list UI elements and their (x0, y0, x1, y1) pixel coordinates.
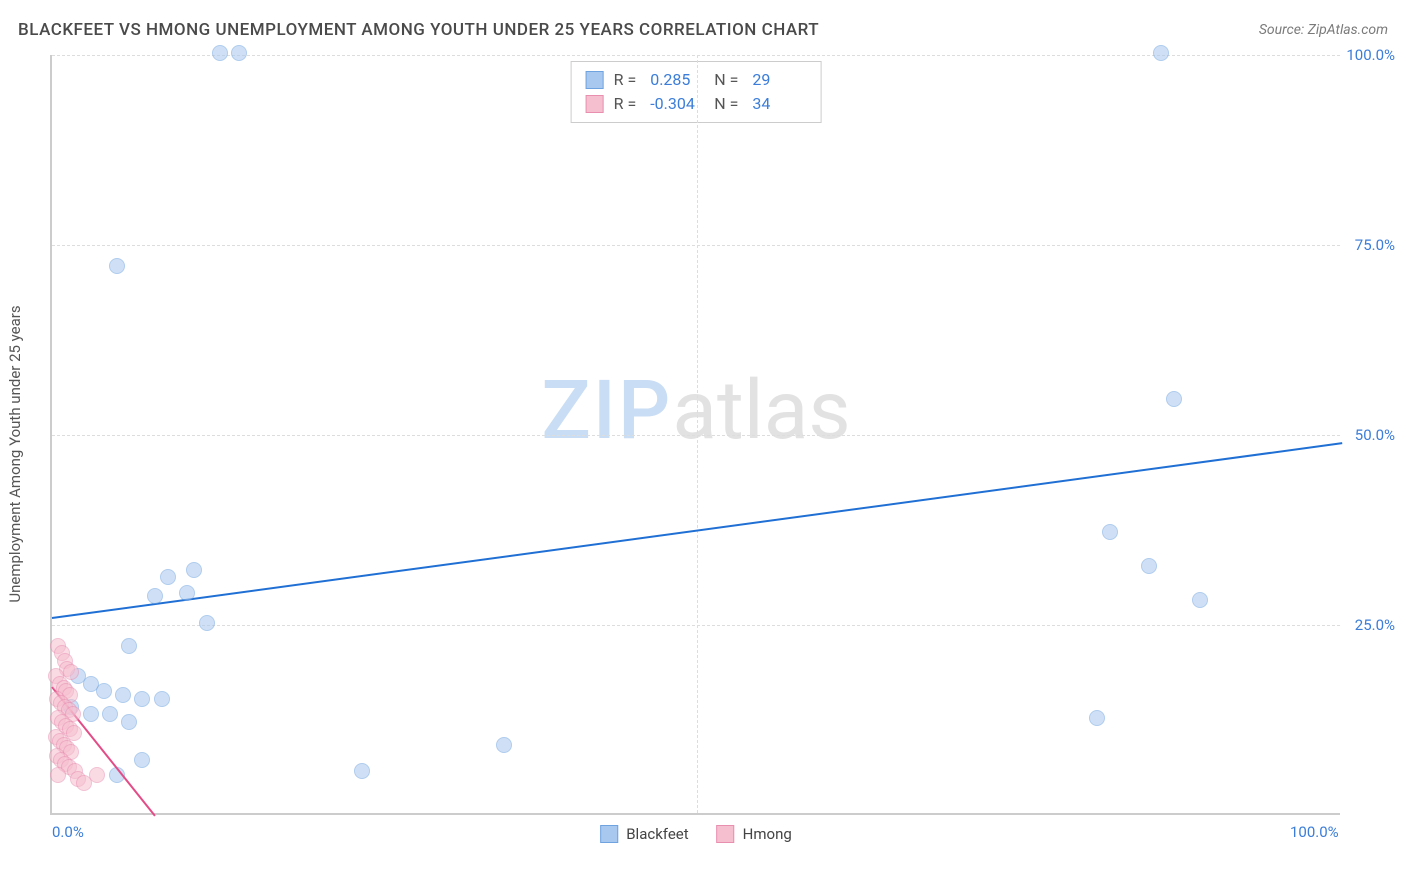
header-bar: BLACKFEET VS HMONG UNEMPLOYMENT AMONG YO… (18, 20, 1388, 40)
y-tick-label: 25.0% (1355, 616, 1395, 634)
r-label: R = (614, 68, 637, 92)
data-point (102, 706, 118, 722)
legend-item-hmong: Hmong (717, 825, 792, 843)
chart-title: BLACKFEET VS HMONG UNEMPLOYMENT AMONG YO… (18, 20, 819, 40)
n-label: N = (714, 92, 738, 116)
data-point (1089, 710, 1105, 726)
legend-label: Hmong (743, 825, 792, 843)
legend-item-blackfeet: Blackfeet (600, 825, 688, 843)
n-value: 29 (752, 68, 806, 92)
data-point (115, 687, 131, 703)
x-tick-label: 0.0% (52, 823, 84, 841)
source-attribution: Source: ZipAtlas.com (1259, 22, 1388, 38)
r-label: R = (614, 92, 637, 116)
n-value: 34 (752, 92, 806, 116)
stats-row-hmong: R = -0.304 N = 34 (586, 92, 807, 116)
data-point (121, 638, 137, 654)
swatch-blackfeet (586, 71, 604, 89)
data-point (134, 691, 150, 707)
y-tick-label: 50.0% (1355, 426, 1395, 444)
data-point (1141, 558, 1157, 574)
data-point (134, 752, 150, 768)
data-point (1102, 524, 1118, 540)
data-point (231, 45, 247, 61)
data-point (186, 562, 202, 578)
data-point (147, 588, 163, 604)
watermark: ZIPatlas (541, 363, 850, 459)
watermark-part1: ZIP (541, 363, 672, 459)
data-point (179, 585, 195, 601)
x-tick-label: 100.0% (1290, 823, 1339, 841)
data-point (50, 767, 66, 783)
data-point (121, 714, 137, 730)
data-point (212, 45, 228, 61)
data-point (83, 706, 99, 722)
data-point (496, 737, 512, 753)
y-axis-label: Unemployment Among Youth under 25 years (6, 305, 24, 602)
legend-swatch (600, 825, 618, 843)
plot-area: ZIPatlas R = 0.285 N = 29 R = -0.304 N =… (50, 55, 1340, 815)
data-point (1166, 391, 1182, 407)
data-point (354, 763, 370, 779)
y-tick-label: 75.0% (1355, 236, 1395, 254)
data-point (96, 683, 112, 699)
n-label: N = (714, 68, 738, 92)
swatch-hmong (586, 95, 604, 113)
data-point (1153, 45, 1169, 61)
source-prefix: Source: (1259, 22, 1308, 38)
data-point (1192, 592, 1208, 608)
legend-label: Blackfeet (626, 825, 688, 843)
data-point (109, 258, 125, 274)
watermark-part2: atlas (672, 363, 850, 459)
legend-swatch (717, 825, 735, 843)
data-point (199, 615, 215, 631)
gridline-h (52, 245, 1340, 246)
legend: Blackfeet Hmong (600, 825, 792, 843)
chart-container: Unemployment Among Youth under 25 years … (50, 55, 1390, 835)
data-point (160, 569, 176, 585)
gridline-h (52, 435, 1340, 436)
stats-row-blackfeet: R = 0.285 N = 29 (586, 68, 807, 92)
data-point (154, 691, 170, 707)
source-name: ZipAtlas.com (1308, 22, 1388, 38)
gridline-v (697, 55, 698, 813)
gridline-h (52, 625, 1340, 626)
y-tick-label: 100.0% (1346, 46, 1395, 64)
correlation-stats-box: R = 0.285 N = 29 R = -0.304 N = 34 (571, 61, 822, 123)
data-point (89, 767, 105, 783)
